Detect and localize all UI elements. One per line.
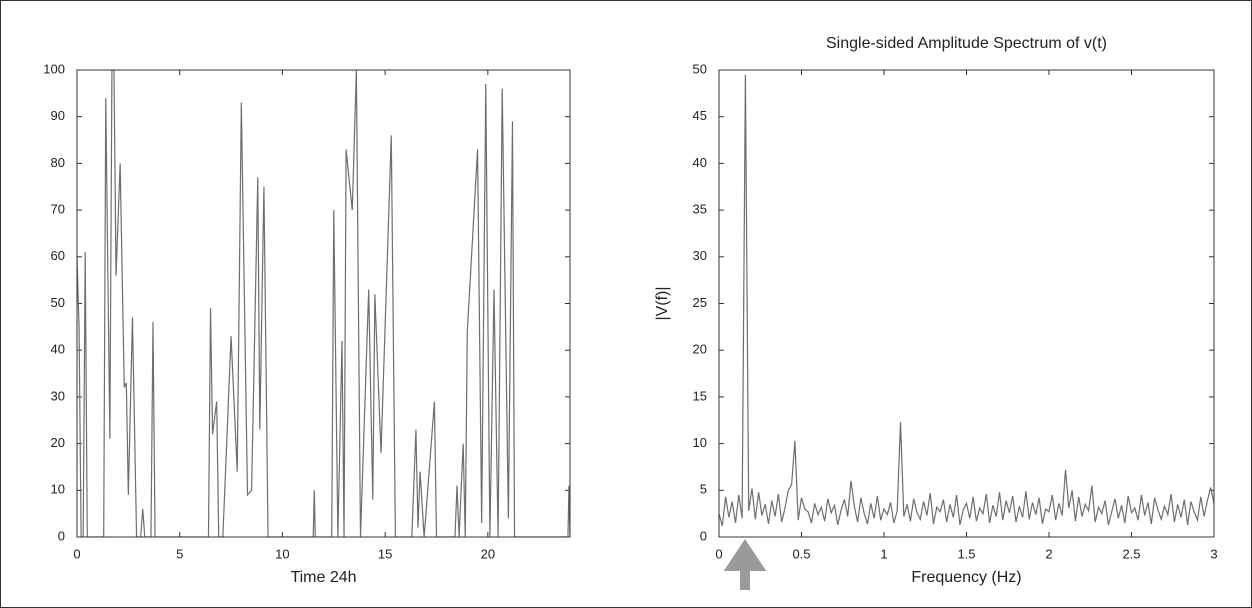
axes-box	[718, 69, 1215, 538]
marker-arrow	[723, 538, 767, 590]
y-tick-label: 0	[58, 528, 65, 543]
y-tick-label: 90	[51, 108, 65, 123]
plot-area	[719, 74, 1214, 526]
x-tick-label: 20	[481, 546, 495, 561]
y-tick-label: 50	[51, 295, 65, 310]
y-tick-label: 30	[51, 388, 65, 403]
x-tick-label: 2.5	[1122, 546, 1140, 561]
y-tick-label: 80	[51, 155, 65, 170]
y-tick-label: 15	[693, 388, 707, 403]
y-tick-label: 25	[693, 295, 707, 310]
chart-title: Single-sided Amplitude Spectrum of v(t)	[826, 35, 1107, 52]
y-tick-label: 10	[693, 435, 707, 450]
data-line	[719, 74, 1214, 526]
x-tick-label: 1.5	[957, 546, 975, 561]
y-tick-label: 5	[700, 482, 707, 497]
y-tick-label: 20	[693, 342, 707, 357]
x-tick-label: 0	[73, 546, 80, 561]
x-axis-label: Frequency (Hz)	[911, 569, 1021, 586]
y-tick-label: 60	[51, 248, 65, 263]
y-tick-label: 70	[51, 202, 65, 217]
y-tick-label: 45	[693, 108, 707, 123]
x-tick-label: 3	[1210, 546, 1217, 561]
x-tick-label: 15	[378, 546, 392, 561]
y-tick-label: 40	[693, 155, 707, 170]
y-tick-label: 35	[693, 202, 707, 217]
y-tick-label: 40	[51, 342, 65, 357]
axes-box	[76, 69, 571, 538]
x-tick-label: 2	[1045, 546, 1052, 561]
x-tick-label: 10	[275, 546, 289, 561]
x-tick-label: 0	[715, 546, 722, 561]
y-tick-label: 50	[693, 61, 707, 76]
y-axis-label: |V(f)|	[654, 286, 671, 320]
y-tick-label: 100	[43, 61, 65, 76]
y-tick-label: 30	[693, 248, 707, 263]
x-axis-label: Time 24h	[290, 569, 356, 586]
x-tick-label: 1	[880, 546, 887, 561]
x-tick-label: 0.5	[792, 546, 810, 561]
plot-area	[77, 70, 570, 537]
x-tick-label: 5	[176, 546, 183, 561]
data-line	[77, 70, 570, 537]
y-tick-label: 10	[51, 482, 65, 497]
y-tick-label: 20	[51, 435, 65, 450]
y-tick-label: 0	[700, 528, 707, 543]
